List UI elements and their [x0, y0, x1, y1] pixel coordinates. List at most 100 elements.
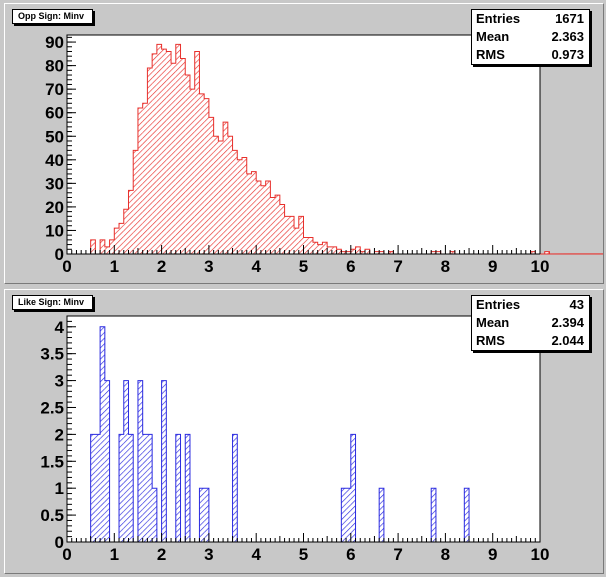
histogram-bin: [90, 434, 96, 542]
y-tick-label: 2.5: [40, 398, 64, 417]
histogram-bin: [161, 380, 167, 542]
histogram-bins: [90, 326, 470, 542]
histogram-bin: [350, 249, 356, 254]
y-tick-label: 0: [55, 245, 64, 264]
y-tick-label: 70: [45, 80, 64, 99]
histogram-bin: [435, 251, 441, 254]
histogram-bin: [180, 58, 186, 254]
histogram-bin: [218, 140, 224, 254]
histogram-bin: [142, 103, 148, 255]
histogram-bin: [104, 380, 110, 542]
histogram-bin: [464, 488, 470, 542]
y-tick-label: 80: [45, 57, 64, 76]
stats-row-entries: Entries 1671: [472, 10, 589, 28]
y-tick-label: 1: [55, 479, 64, 498]
histogram-bin: [270, 197, 276, 254]
histogram-title: Opp Sign: Minv: [12, 9, 93, 24]
histogram-bin: [308, 237, 313, 254]
x-tick-label: 5: [299, 545, 308, 564]
histogram-bin: [133, 150, 138, 254]
y-tick-label: 50: [45, 127, 64, 146]
histogram-bin: [260, 185, 266, 254]
histogram-bin: [242, 157, 247, 254]
x-tick-label: 4: [251, 257, 261, 276]
histogram-bin: [298, 216, 304, 254]
histogram-bin: [341, 488, 347, 542]
x-tick-label: 1: [110, 545, 119, 564]
histogram-bin: [175, 434, 181, 542]
x-tick-label: 1: [110, 257, 119, 276]
histogram-bin: [128, 190, 134, 254]
histogram-bin: [128, 434, 134, 542]
histogram-bin: [123, 209, 129, 254]
histogram-bin: [355, 246, 361, 254]
y-tick-label: 0: [55, 533, 64, 552]
x-tick-label: 3: [204, 545, 213, 564]
histogram-bin: [119, 223, 124, 254]
histogram-bin: [322, 242, 328, 254]
histogram-opp-sign: 0 1 2 3 4 5 6 7 8 9 10 0 10 20 30 40 50 60 70 80 90: [45, 33, 603, 276]
histogram-bin: [346, 251, 351, 254]
x-tick-label: 8: [441, 545, 450, 564]
histogram-bin: [204, 98, 209, 254]
histogram-bins: [90, 44, 550, 255]
x-tick-label: 0: [62, 545, 71, 564]
y-tick-label: 30: [45, 174, 64, 193]
stats-value: 1671: [555, 11, 584, 26]
histogram-bin: [90, 239, 96, 254]
histogram-bin: [379, 488, 384, 542]
stats-value: 2.044: [551, 333, 584, 348]
histogram-bin: [166, 51, 172, 254]
y-tick-label: 10: [45, 221, 64, 240]
histogram-bin: [256, 181, 261, 254]
histogram-bin: [317, 244, 323, 254]
x-tick-label: 7: [393, 257, 402, 276]
stats-label: Entries: [476, 11, 521, 26]
y-tick-label: 90: [45, 33, 64, 52]
stats-row-mean: Mean 2.363: [472, 28, 589, 46]
x-tick-label: 0: [62, 257, 71, 276]
histogram-bin: [152, 488, 157, 542]
histogram-bin: [350, 434, 356, 542]
histogram-bin: [227, 136, 233, 254]
stats-label: Mean: [476, 29, 510, 44]
histogram-bin: [279, 204, 285, 254]
histogram-bin: [331, 246, 337, 254]
histogram-bin: [175, 44, 181, 254]
histogram-bin: [289, 216, 295, 254]
histogram-bin: [114, 228, 120, 254]
histogram-bin: [336, 249, 342, 254]
histogram-bin: [364, 249, 370, 254]
histogram-bin: [194, 51, 200, 254]
histogram-bin: [204, 488, 209, 542]
y-tick-label: 40: [45, 151, 64, 170]
histogram-bin: [119, 434, 124, 542]
histogram-bin: [100, 239, 105, 254]
y-tick-label: 1.5: [40, 452, 64, 471]
histogram-bin: [223, 122, 228, 255]
x-tick-label: 8: [441, 257, 450, 276]
stats-value: 2.363: [551, 29, 584, 44]
x-tick-label: 7: [393, 545, 402, 564]
histogram-bin: [450, 251, 455, 254]
histogram-bin: [360, 251, 365, 254]
histogram-bin: [109, 239, 115, 254]
histogram-bin: [208, 117, 214, 254]
histogram-bin: [265, 181, 271, 254]
stats-value: 2.394: [551, 315, 584, 330]
histogram-bin: [156, 44, 162, 254]
stats-box: Entries 43 Mean 2.394 RMS 2.044: [471, 295, 590, 351]
y-tick-label: 60: [45, 104, 64, 123]
histogram-bin: [379, 251, 384, 254]
stats-label: RMS: [476, 47, 505, 62]
stats-value: 0.973: [551, 47, 584, 62]
histogram-bin: [100, 326, 105, 542]
x-tick-label: 10: [531, 257, 550, 276]
histogram-bin: [161, 49, 167, 255]
stats-row-rms: RMS 2.044: [472, 332, 589, 350]
histogram-bin: [199, 488, 205, 542]
histogram-bin: [147, 67, 153, 254]
histogram-bin: [251, 171, 257, 254]
histogram-bin: [123, 380, 129, 542]
